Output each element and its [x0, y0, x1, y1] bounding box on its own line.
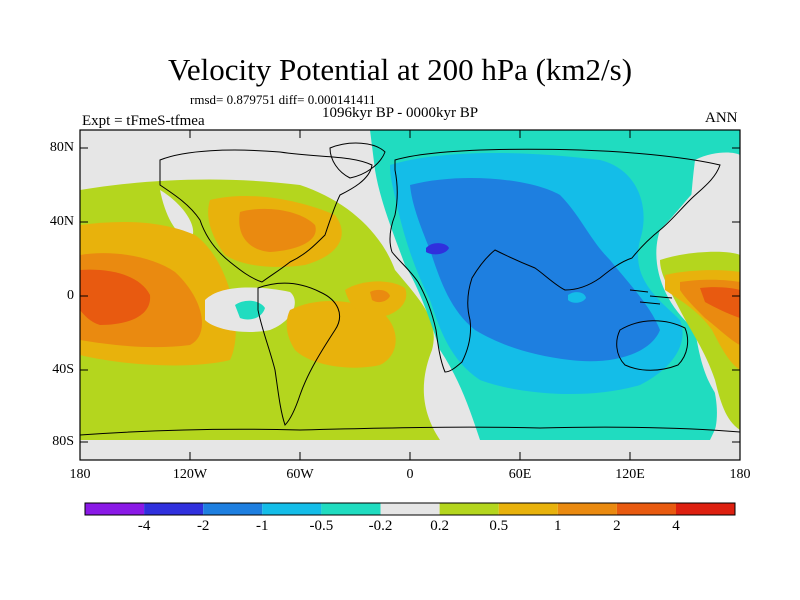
field-red-eqatl [370, 289, 390, 303]
map-field [80, 130, 740, 460]
colorbar-swatch-3 [262, 503, 322, 515]
colorbar-swatch-4 [321, 503, 381, 515]
field-negative-blue [410, 177, 660, 362]
period-text: 1096kyr BP - 0000kyr BP [322, 105, 479, 121]
colorbar-swatch-9 [616, 503, 676, 515]
lat-label-80n: 80N [49, 140, 74, 155]
lat-label-40n: 40N [49, 214, 74, 229]
field-deepred-far-east [700, 287, 740, 318]
coast-south-america [257, 282, 340, 426]
colorbar-swatch-10 [676, 503, 736, 515]
colorbar-label: 0.5 [489, 518, 509, 534]
colorbar-label: -0.2 [368, 518, 393, 534]
colorbar-swatch-5 [380, 503, 440, 515]
lon-label-120e: 120E [615, 467, 645, 482]
field-red-namerica [239, 208, 316, 252]
lat-label-40s: 40S [52, 362, 74, 377]
colorbar-swatch-6 [439, 503, 499, 515]
lon-label-180w: 180 [69, 467, 91, 482]
coast-antarctica [80, 426, 740, 436]
axis-ticks [80, 130, 740, 460]
colorbar-label: -2 [196, 518, 210, 534]
coast-eurasia-africa [389, 148, 721, 373]
colorbar-label: -0.5 [309, 518, 334, 534]
stats-text: rmsd= 0.879751 diff= 0.000141411 [190, 92, 376, 107]
experiment-label: Expt = tFmeS-tfmea [82, 113, 205, 129]
colorbar-label: 4 [672, 518, 680, 534]
colorbar-swatch-7 [498, 503, 558, 515]
colorbar-swatch-0 [85, 503, 145, 515]
lon-label-60w: 60W [286, 467, 314, 482]
field-orange-satlantic [286, 300, 396, 368]
field-negative-darkblue [426, 243, 449, 255]
colorbar [84, 502, 736, 516]
colorbar-label: -1 [256, 518, 269, 534]
field-deepred-pacific [80, 269, 151, 325]
field-neutral-tongue [160, 190, 194, 240]
lat-label-80s: 80S [52, 434, 74, 449]
lon-label-0: 0 [406, 467, 414, 482]
colorbar-label: -4 [137, 518, 151, 534]
lat-label-0: 0 [67, 288, 74, 303]
coast-indonesia [629, 289, 673, 305]
map-title: Velocity Potential at 200 hPa (km2/s) [167, 52, 633, 87]
colorbar-label: 1 [554, 518, 562, 534]
lon-label-60e: 60E [508, 467, 532, 482]
colorbar-swatch-8 [557, 503, 617, 515]
colorbar-frame [84, 502, 736, 516]
coast-australia [616, 320, 689, 371]
colorbar-swatch-1 [144, 503, 204, 515]
field-cyan-hole [568, 292, 586, 303]
colorbar-label: 2 [613, 518, 621, 534]
lon-label-180e: 180 [729, 467, 751, 482]
coastlines [80, 142, 740, 436]
colorbar-swatch-2 [203, 503, 263, 515]
coast-north-america [159, 149, 373, 283]
colorbar-label: 0.2 [430, 518, 449, 534]
season-label: ANN [705, 110, 738, 126]
lon-label-120w: 120W [172, 467, 208, 482]
coast-greenland [329, 142, 386, 179]
